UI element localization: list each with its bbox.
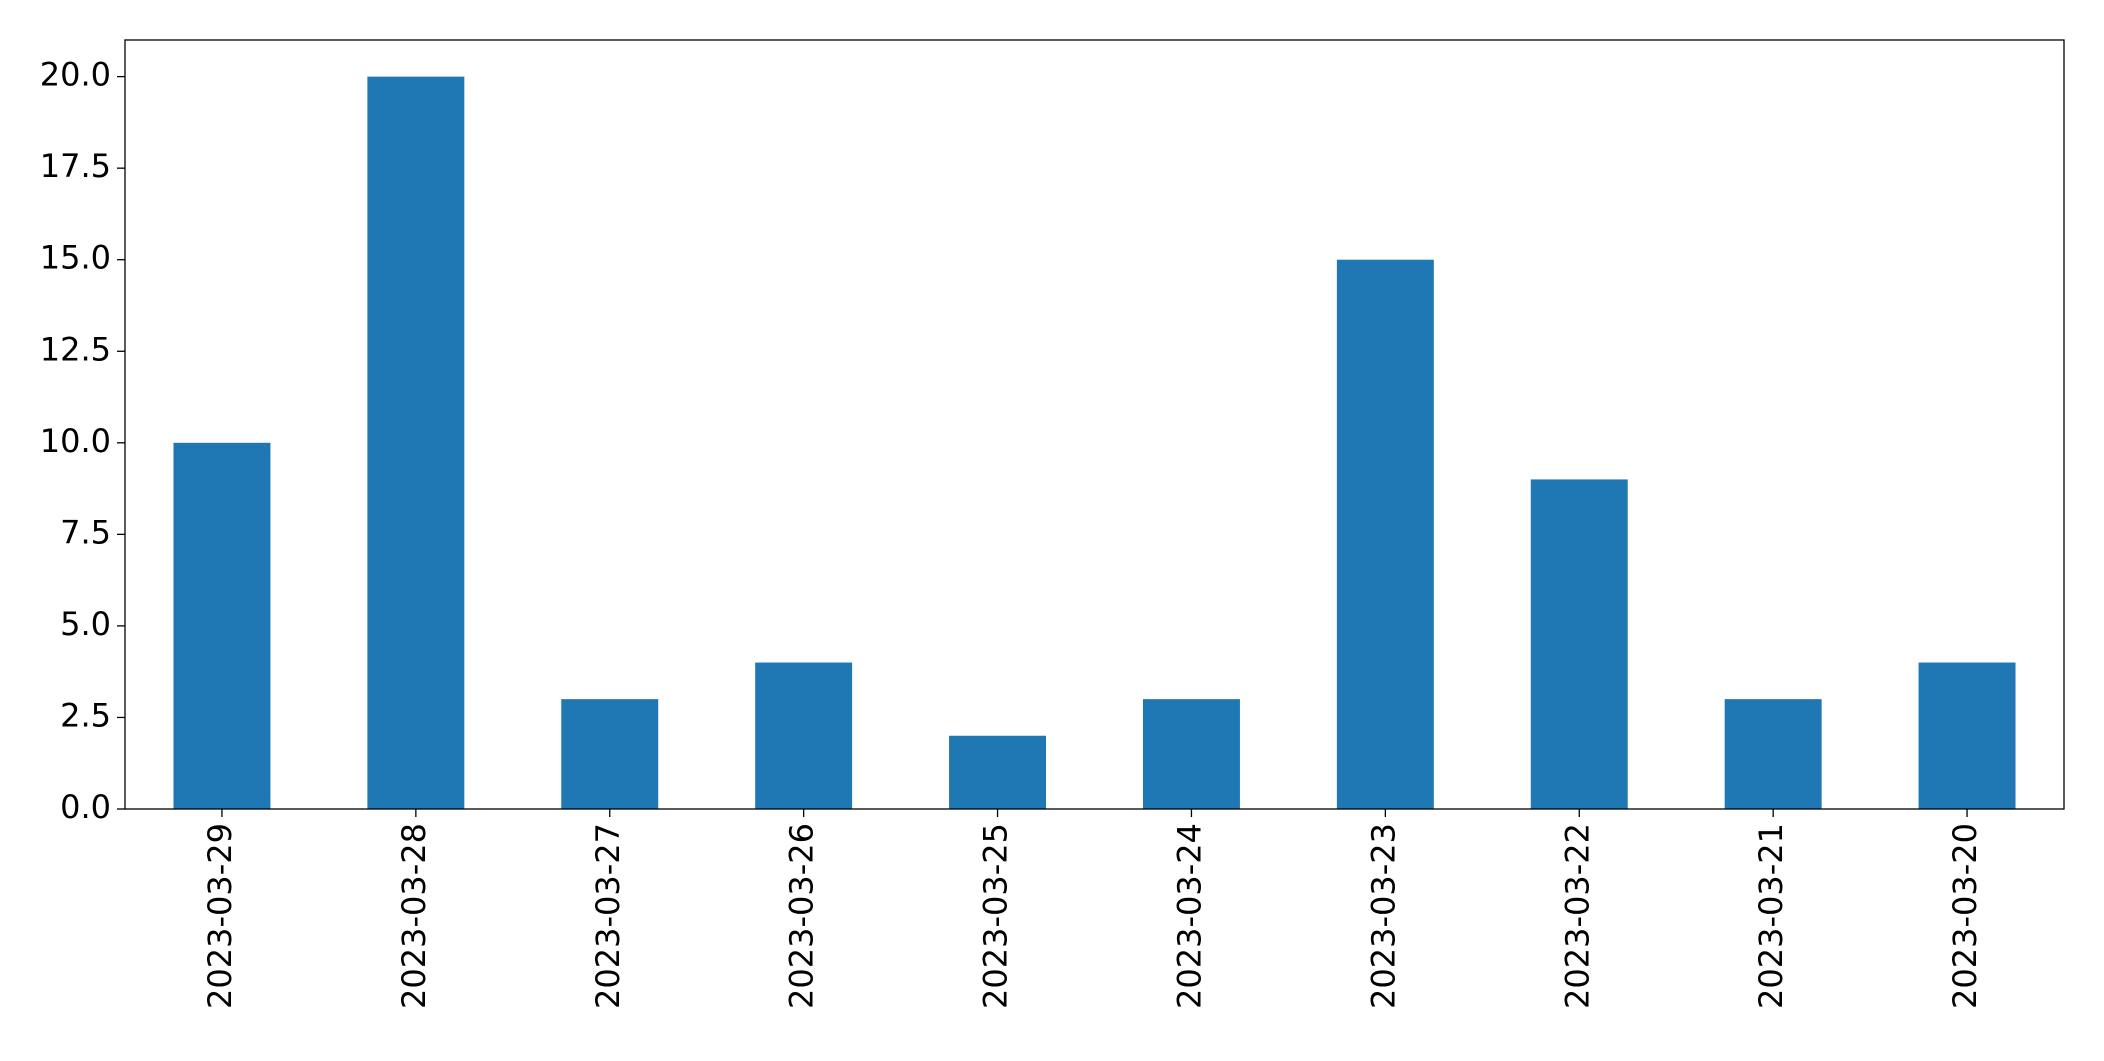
y-tick-label: 10.0 xyxy=(40,422,111,460)
x-tick-label: 2023-03-27 xyxy=(589,823,627,1009)
y-tick-label: 20.0 xyxy=(40,56,111,94)
bar xyxy=(949,735,1047,809)
bar xyxy=(1724,699,1822,809)
x-tick-label: 2023-03-20 xyxy=(1946,823,1984,1009)
x-tick-label: 2023-03-24 xyxy=(1170,823,1208,1009)
y-tick-label: 7.5 xyxy=(60,513,111,551)
bar xyxy=(1336,259,1434,809)
bar xyxy=(367,76,465,810)
bar xyxy=(1142,699,1240,809)
y-tick-label: 12.5 xyxy=(40,330,111,368)
bar xyxy=(173,442,271,809)
y-tick-label: 2.5 xyxy=(60,696,111,734)
y-tick-label: 17.5 xyxy=(40,147,111,185)
y-tick-label: 5.0 xyxy=(60,605,111,643)
x-tick-label: 2023-03-25 xyxy=(977,823,1015,1009)
y-tick-label: 15.0 xyxy=(40,239,111,277)
x-tick-label: 2023-03-21 xyxy=(1752,823,1790,1009)
bar xyxy=(1530,479,1628,809)
y-tick-label: 0.0 xyxy=(60,788,111,826)
x-tick-label: 2023-03-23 xyxy=(1364,823,1402,1009)
x-tick-label: 2023-03-22 xyxy=(1558,823,1596,1009)
bar xyxy=(1918,662,2016,809)
x-tick-label: 2023-03-29 xyxy=(201,823,239,1009)
plot-frame xyxy=(124,39,2065,810)
x-tick-label: 2023-03-28 xyxy=(395,823,433,1009)
bar xyxy=(755,662,853,809)
bar xyxy=(561,699,659,809)
x-tick-label: 2023-03-26 xyxy=(783,823,821,1009)
